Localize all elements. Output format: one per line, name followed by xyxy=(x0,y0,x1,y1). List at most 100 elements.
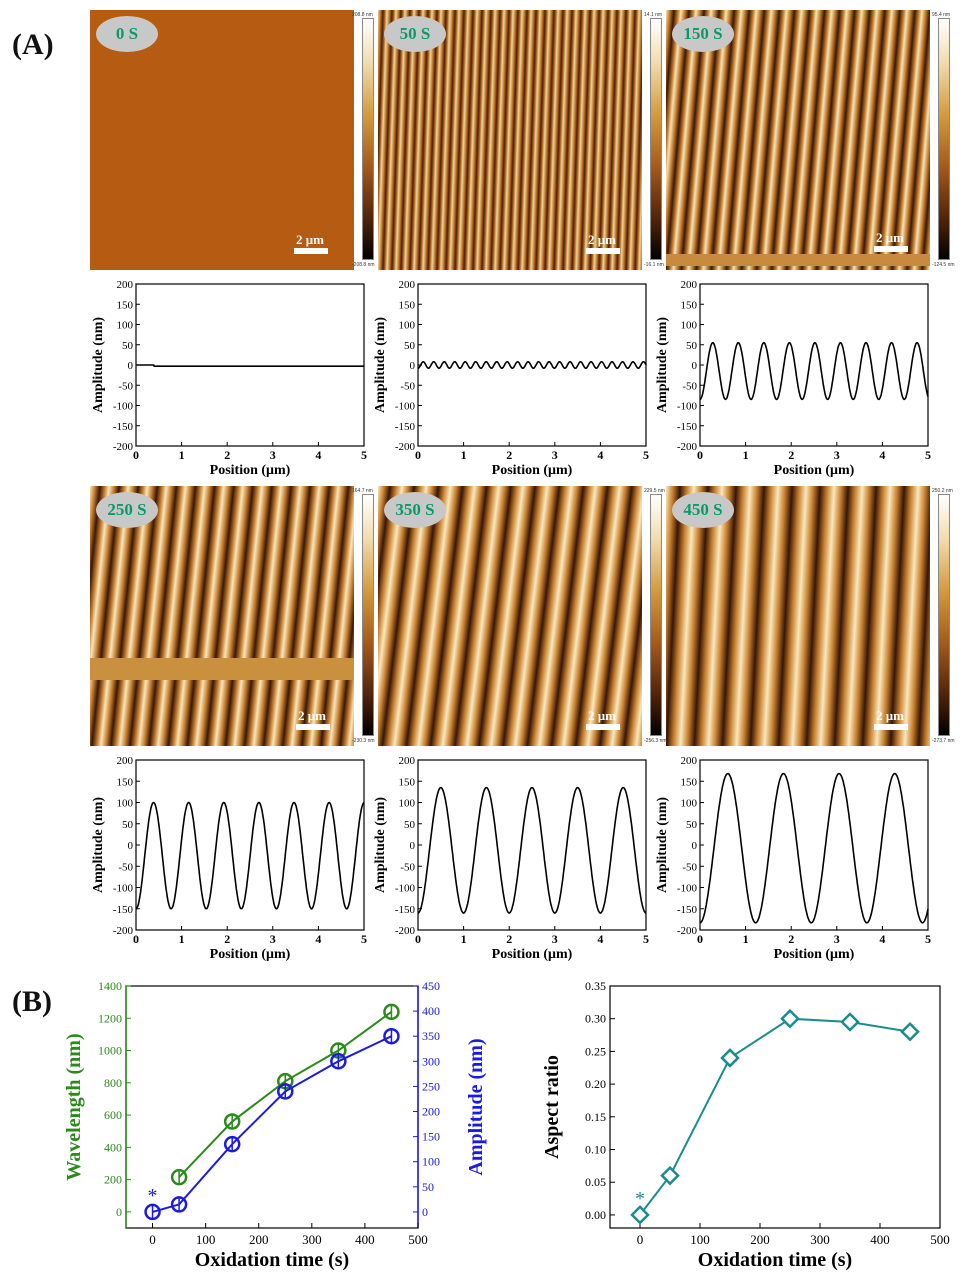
x-tick-label: 0 xyxy=(415,932,421,946)
y-tick-label: -50 xyxy=(118,861,133,873)
x-tick-label: 2 xyxy=(224,448,230,462)
x-axis-label: Position (μm) xyxy=(492,463,573,478)
x-tick-label: 300 xyxy=(302,1232,322,1247)
colorbar xyxy=(938,18,950,260)
y-tick-label: -200 xyxy=(677,441,698,453)
colorbar-min: -208.8 nm xyxy=(352,262,375,268)
y-tick-label: 0 xyxy=(128,840,134,852)
y-right-axis-label: Amplitude (nm) xyxy=(465,1038,487,1175)
x-tick-label: 4 xyxy=(597,448,603,462)
y-right-tick-label: 200 xyxy=(422,1105,440,1119)
y-tick-label: 50 xyxy=(686,819,698,831)
y-left-tick-label: 0 xyxy=(116,1205,122,1219)
y-tick-label: 100 xyxy=(681,798,698,810)
panel-b-label: (B) xyxy=(12,985,52,1018)
y-tick-label: -50 xyxy=(400,861,415,873)
y-axis-label: Amplitude (nm) xyxy=(373,317,388,413)
y-tick-label: 50 xyxy=(122,819,134,831)
y-right-tick-label: 350 xyxy=(422,1029,440,1043)
x-tick-label: 1 xyxy=(743,932,749,946)
y-tick-label: -200 xyxy=(113,441,134,453)
scale-bar xyxy=(586,724,620,730)
y-left-tick-label: 600 xyxy=(104,1108,122,1122)
y-tick-label: 200 xyxy=(399,279,416,291)
colorbar-max: 208.8 nm xyxy=(352,12,373,18)
y-tick-label: -100 xyxy=(395,401,416,413)
y-right-tick-label: 300 xyxy=(422,1054,440,1068)
y-tick-label: 150 xyxy=(117,776,134,788)
time-badge: 150 S xyxy=(672,16,734,52)
x-tick-label: 4 xyxy=(597,932,603,946)
y-tick-label: -200 xyxy=(677,925,698,937)
afm-image-450s: 450 S 2 μm xyxy=(666,486,930,746)
profile-chart-250s: 0 1 2 3 4 5 200 150 100 50 0 -50 -100 -150 -200 Positio… xyxy=(91,755,367,962)
x-tick-label: 3 xyxy=(552,932,558,946)
x-axis-label: Oxidation time (s) xyxy=(698,1249,852,1271)
scale-bar xyxy=(294,248,328,254)
x-tick-label: 1 xyxy=(461,448,467,462)
y-tick-label: 150 xyxy=(681,776,698,788)
series-line xyxy=(152,1035,392,1213)
x-tick-label: 1 xyxy=(179,448,185,462)
series-line xyxy=(639,1017,911,1216)
colorbar xyxy=(650,18,662,260)
y-left-tick-label: 400 xyxy=(104,1140,122,1154)
x-tick-label: 5 xyxy=(361,932,367,946)
data-point xyxy=(900,1022,920,1042)
x-tick-label: 5 xyxy=(643,932,649,946)
x-axis-label: Position (μm) xyxy=(774,463,855,478)
y-tick-label: 50 xyxy=(122,340,134,352)
plot-frame xyxy=(699,283,929,447)
y-right-tick-label: 0 xyxy=(422,1205,428,1219)
y-tick-label: 0 xyxy=(692,840,698,852)
x-tick-label: 4 xyxy=(315,448,321,462)
x-tick-label: 5 xyxy=(925,448,931,462)
y-tick-label: 200 xyxy=(117,279,134,291)
y-left-tick-label: 1200 xyxy=(98,1011,122,1025)
y-right-tick-label: 400 xyxy=(422,1004,440,1018)
y-right-tick-label: 150 xyxy=(422,1130,440,1144)
x-axis-label: Position (μm) xyxy=(210,463,291,478)
asterisk-annotation: * xyxy=(148,1185,158,1207)
x-tick-label: 4 xyxy=(879,932,885,946)
x-axis-label: Oxidation time (s) xyxy=(195,1249,349,1271)
y-tick-label: 0 xyxy=(410,360,416,372)
profile-line xyxy=(699,772,929,924)
x-tick-label: 2 xyxy=(506,448,512,462)
scale-bar-label: 2 μm xyxy=(876,708,904,723)
colorbar-min: -124.5 nm xyxy=(932,262,955,268)
x-tick-label: 400 xyxy=(355,1232,375,1247)
y-tick-label: 0.10 xyxy=(585,1143,606,1157)
x-tick-label: 1 xyxy=(743,448,749,462)
x-tick-label: 200 xyxy=(750,1232,770,1247)
scale-bar xyxy=(296,724,330,730)
y-tick-label: 150 xyxy=(117,299,134,311)
y-tick-label: -50 xyxy=(118,380,133,392)
y-tick-label: 50 xyxy=(686,340,698,352)
asterisk-annotation: * xyxy=(635,1188,645,1210)
y-tick-label: 50 xyxy=(404,340,416,352)
profile-line xyxy=(699,341,929,401)
afm-image-0s: 0 S 2 μm xyxy=(90,10,354,270)
x-tick-label: 0 xyxy=(415,448,421,462)
x-tick-label: 0 xyxy=(133,932,139,946)
profile-line xyxy=(136,364,364,367)
y-right-tick-label: 450 xyxy=(422,979,440,993)
colorbar-max: 95.4 nm xyxy=(932,12,951,18)
y-tick-label: -150 xyxy=(677,904,698,916)
plot-frame xyxy=(609,985,941,1229)
y-tick-label: -150 xyxy=(677,421,698,433)
y-axis-label: Amplitude (nm) xyxy=(91,317,106,413)
x-tick-label: 4 xyxy=(315,932,321,946)
colorbar-max: 250.2 nm xyxy=(932,488,953,494)
x-tick-label: 1 xyxy=(461,932,467,946)
profile-line xyxy=(417,360,647,370)
profile-chart-150s: 0 1 2 3 4 5 200 150 100 50 0 -50 -100 -150 -200 Positio… xyxy=(655,279,931,478)
colorbar-max: 14.1 nm xyxy=(644,12,663,18)
scale-bar-label: 2 μm xyxy=(876,230,904,245)
colorbar-min: -230.3 nm xyxy=(352,738,375,744)
wavelength-amplitude-chart: 0 100 200 300 400 500020040060080010001200140… xyxy=(63,979,487,1271)
scale-bar xyxy=(874,724,908,730)
data-point xyxy=(660,1165,680,1186)
colorbar xyxy=(650,494,662,736)
